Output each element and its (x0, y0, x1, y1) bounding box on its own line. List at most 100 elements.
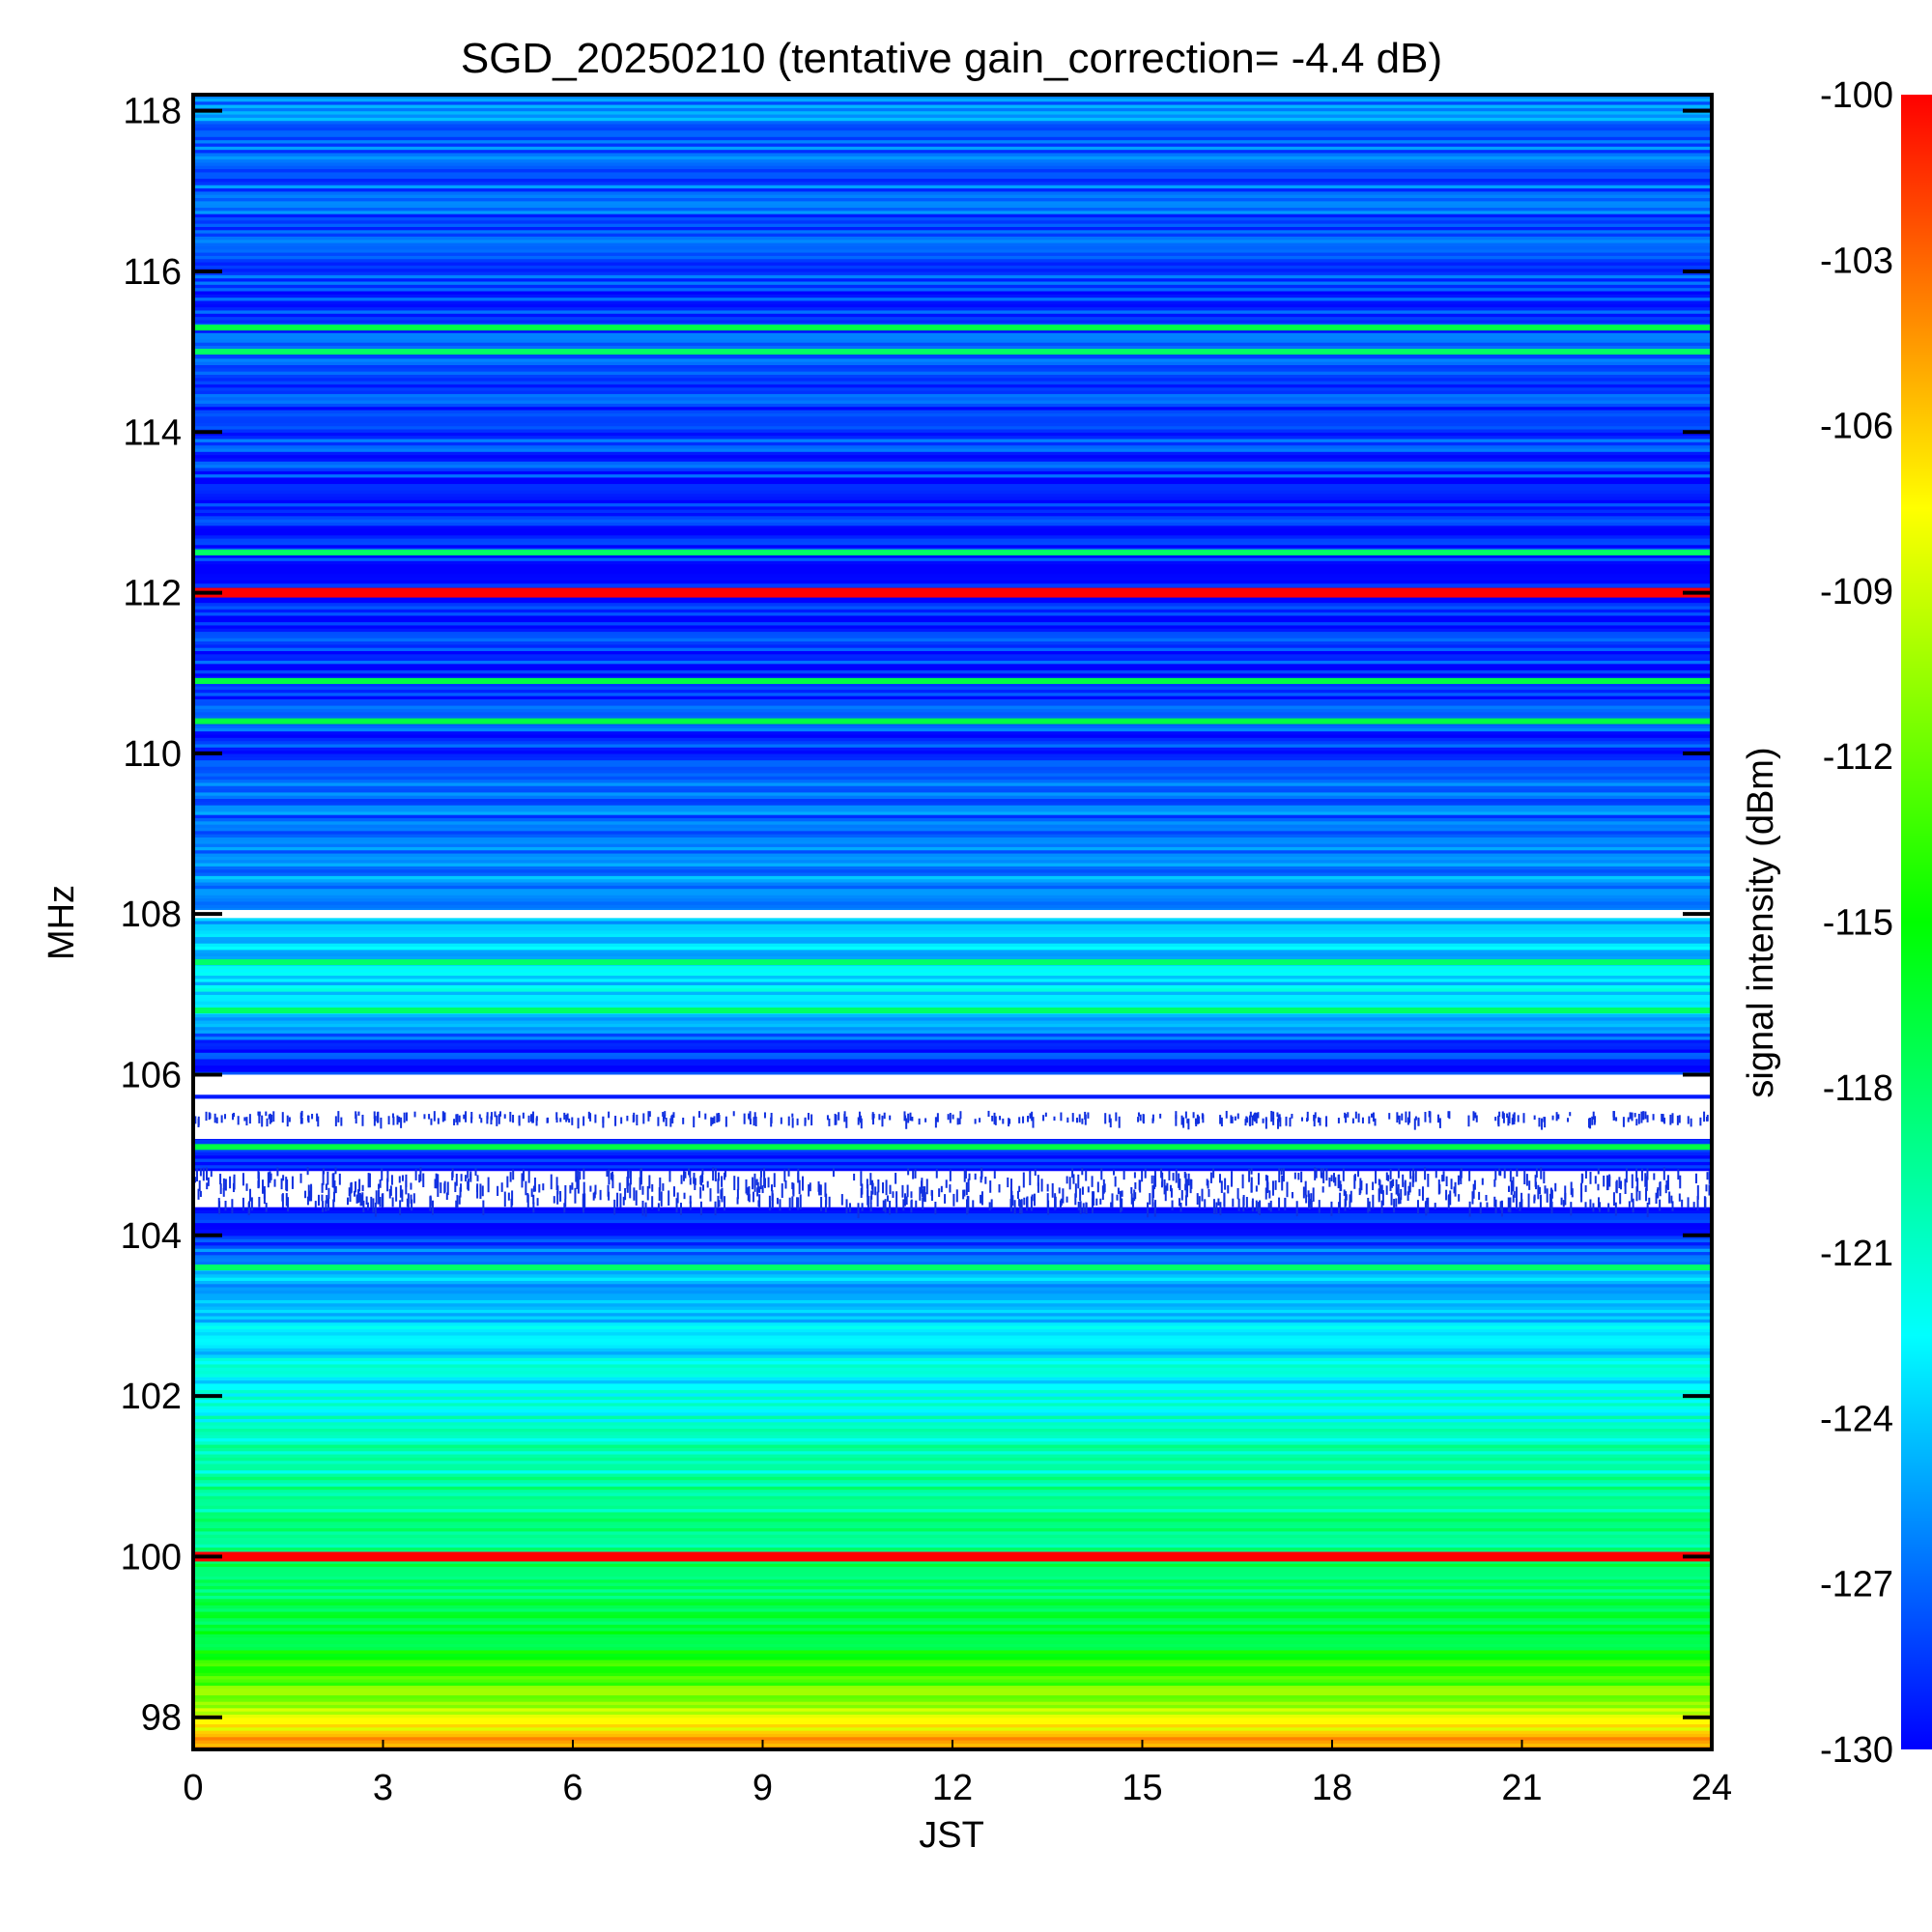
noise-speck (199, 1190, 202, 1198)
heatmap-row (193, 1489, 1712, 1493)
heatmap-row (193, 1598, 1712, 1603)
noise-speck (327, 1171, 329, 1185)
noise-speck (606, 1170, 609, 1178)
noise-speck (1307, 1190, 1310, 1198)
noise-speck (1653, 1173, 1656, 1180)
noise-speck (611, 1174, 614, 1189)
heatmap-row (193, 984, 1712, 989)
noise-speck (1270, 1110, 1273, 1122)
noise-speck (334, 1186, 337, 1194)
noise-speck (683, 1192, 686, 1200)
noise-speck (820, 1196, 823, 1211)
noise-speck (410, 1182, 412, 1190)
noise-speck (1368, 1116, 1371, 1124)
noise-speck (1314, 1112, 1317, 1119)
heatmap-row (193, 570, 1712, 575)
colorbar-ticks: -100-103-106-109-112-115-118-121-124-127… (1820, 75, 1893, 1771)
noise-speck (270, 1173, 272, 1180)
heatmap-row (193, 1428, 1712, 1433)
noise-speck (386, 1170, 389, 1182)
noise-speck (799, 1194, 802, 1209)
noise-speck (1121, 1190, 1123, 1197)
noise-speck (1498, 1111, 1501, 1118)
noise-speck (1708, 1171, 1711, 1184)
noise-speck (1615, 1117, 1618, 1122)
noise-speck (1159, 1113, 1162, 1119)
noise-speck (400, 1117, 403, 1128)
heatmap-row (193, 686, 1712, 690)
heatmap-row (193, 920, 1712, 924)
noise-speck (817, 1180, 820, 1192)
noise-speck (349, 1189, 352, 1203)
heatmap-row (193, 1617, 1712, 1622)
noise-speck (1385, 1185, 1388, 1195)
noise-speck (1357, 1113, 1360, 1122)
heatmap-row (193, 1408, 1712, 1413)
noise-speck (1535, 1181, 1538, 1190)
noise-speck (665, 1118, 668, 1126)
noise-speck (889, 1115, 892, 1121)
noise-speck (1084, 1114, 1087, 1125)
noise-speck (1077, 1174, 1080, 1189)
x-tick-label: 18 (1312, 1768, 1352, 1808)
heatmap-area (193, 95, 1713, 1750)
heatmap-row (193, 866, 1712, 870)
noise-speck (796, 1197, 799, 1208)
noise-speck (307, 1115, 310, 1122)
noise-speck (717, 1172, 720, 1181)
noise-speck (747, 1188, 750, 1202)
noise-speck (454, 1181, 457, 1193)
noise-speck (991, 1115, 994, 1122)
noise-speck (1498, 1168, 1501, 1176)
heatmap-row (193, 1280, 1712, 1285)
noise-speck (1139, 1114, 1142, 1122)
noise-speck (857, 1117, 860, 1125)
noise-speck (693, 1116, 696, 1128)
heatmap-row (193, 781, 1712, 786)
noise-speck (592, 1192, 595, 1201)
heatmap-row (193, 766, 1712, 771)
noise-speck (1365, 1183, 1368, 1195)
heatmap-row (193, 396, 1712, 401)
heatmap-row (193, 556, 1712, 561)
noise-speck (965, 1181, 968, 1196)
noise-speck (456, 1195, 459, 1208)
noise-speck (1640, 1111, 1643, 1123)
noise-speck (1397, 1183, 1400, 1196)
noise-speck (1671, 1201, 1674, 1212)
noise-speck (1493, 1179, 1496, 1187)
noise-speck (1008, 1118, 1010, 1127)
noise-speck (963, 1169, 966, 1182)
heatmap-row (193, 525, 1712, 529)
noise-speck (390, 1175, 393, 1185)
noise-speck (1163, 1179, 1166, 1195)
noise-speck (733, 1176, 736, 1191)
noise-speck (1706, 1172, 1709, 1180)
heatmap-row (193, 653, 1712, 658)
noise-speck (1340, 1183, 1343, 1191)
noise-speck (1353, 1175, 1356, 1189)
noise-speck (1646, 1168, 1649, 1180)
heatmap-row (193, 917, 1712, 922)
colorbar-tick-label: -106 (1820, 407, 1893, 447)
noise-speck (1322, 1168, 1325, 1183)
heatmap-row (193, 978, 1712, 982)
heatmap-row (193, 1357, 1712, 1362)
noise-speck (1509, 1197, 1512, 1213)
heatmap-row (193, 810, 1712, 815)
heatmap-row (193, 1508, 1712, 1513)
noise-speck (1644, 1173, 1647, 1187)
noise-speck (1571, 1188, 1574, 1198)
heatmap-row (193, 1023, 1712, 1028)
noise-speck (769, 1201, 772, 1210)
noise-speck (923, 1192, 926, 1203)
noise-speck (635, 1190, 638, 1206)
heatmap-row (193, 1421, 1712, 1426)
heatmap-row (193, 1576, 1712, 1580)
heatmap-row (193, 1492, 1712, 1496)
heatmap-row (193, 776, 1712, 781)
noise-speck (974, 1119, 977, 1124)
noise-speck (771, 1190, 774, 1202)
heatmap-row (193, 897, 1712, 902)
noise-speck (1076, 1117, 1079, 1123)
